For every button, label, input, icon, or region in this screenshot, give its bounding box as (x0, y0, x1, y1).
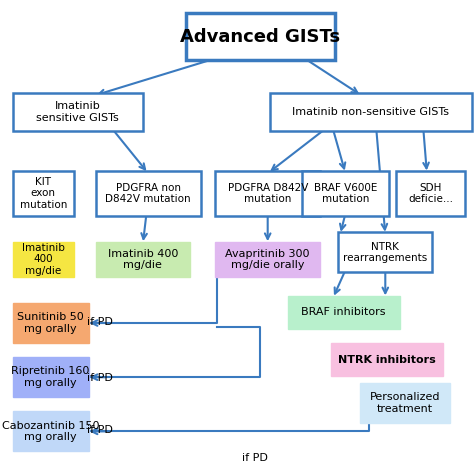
FancyBboxPatch shape (13, 171, 74, 216)
FancyBboxPatch shape (96, 171, 201, 216)
Text: SDH
deficie...: SDH deficie... (408, 182, 453, 204)
FancyBboxPatch shape (288, 296, 400, 329)
Text: Ripretinib 160
mg orally: Ripretinib 160 mg orally (11, 366, 90, 388)
Text: Cabozantinib 150
mg orally: Cabozantinib 150 mg orally (2, 420, 100, 442)
Text: BRAF inhibitors: BRAF inhibitors (301, 308, 386, 318)
FancyBboxPatch shape (215, 171, 320, 216)
FancyBboxPatch shape (331, 343, 443, 376)
Text: if PD: if PD (88, 317, 113, 327)
FancyBboxPatch shape (396, 171, 465, 216)
Text: Sunitinib 50
mg orally: Sunitinib 50 mg orally (17, 312, 84, 334)
FancyBboxPatch shape (13, 93, 143, 131)
Text: BRAF V600E
mutation: BRAF V600E mutation (314, 182, 377, 204)
FancyBboxPatch shape (338, 232, 432, 273)
FancyBboxPatch shape (13, 303, 89, 343)
FancyBboxPatch shape (13, 357, 89, 397)
Text: Imatinib non-sensitive GISTs: Imatinib non-sensitive GISTs (292, 107, 449, 117)
FancyBboxPatch shape (186, 13, 335, 60)
Text: Avapritinib 300
mg/die orally: Avapritinib 300 mg/die orally (226, 248, 310, 270)
Text: if PD: if PD (88, 374, 113, 383)
FancyBboxPatch shape (360, 383, 450, 423)
Text: Imatinib
sensitive GISTs: Imatinib sensitive GISTs (36, 101, 119, 123)
Text: PDGFRA non
D842V mutation: PDGFRA non D842V mutation (106, 182, 191, 204)
Text: Imatinib 400
mg/die: Imatinib 400 mg/die (108, 248, 178, 270)
FancyBboxPatch shape (270, 93, 472, 131)
Text: PDGFRA D842V
mutation: PDGFRA D842V mutation (228, 182, 308, 204)
Text: KIT
exon
mutation: KIT exon mutation (19, 177, 67, 210)
Text: if PD: if PD (242, 454, 268, 464)
Text: NTRK inhibitors: NTRK inhibitors (338, 355, 436, 365)
Text: Imatinib
400
mg/die: Imatinib 400 mg/die (22, 243, 65, 276)
FancyBboxPatch shape (302, 171, 389, 216)
Text: if PD: if PD (88, 425, 113, 435)
Text: Advanced GISTs: Advanced GISTs (181, 28, 340, 46)
FancyBboxPatch shape (13, 411, 89, 451)
Text: NTRK
rearrangements: NTRK rearrangements (343, 242, 428, 263)
Text: Personalized
treatment: Personalized treatment (370, 392, 440, 414)
FancyBboxPatch shape (96, 242, 190, 277)
FancyBboxPatch shape (13, 242, 74, 277)
FancyBboxPatch shape (215, 242, 320, 277)
